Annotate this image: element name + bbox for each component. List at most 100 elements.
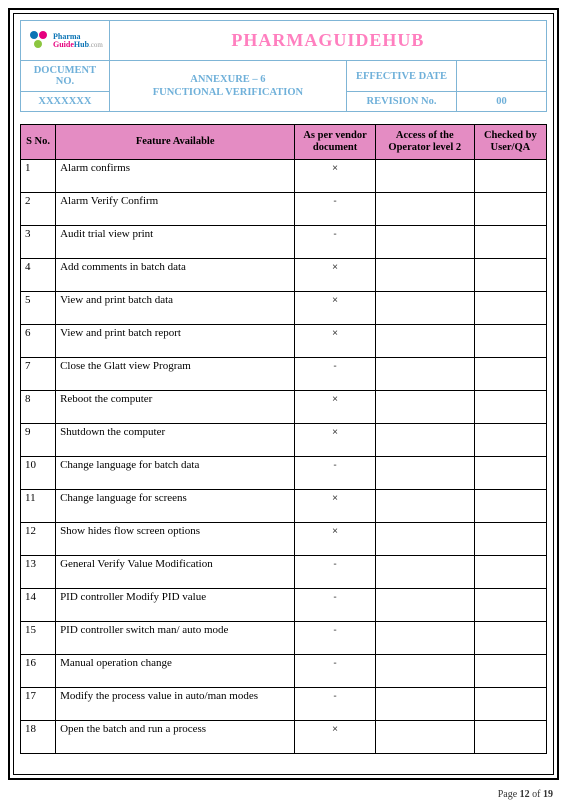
cell-vendor: - [295,655,375,688]
cell-operator [375,259,474,292]
cell-vendor: - [295,589,375,622]
cell-feature: PID controller switch man/ auto mode [56,622,295,655]
cell-operator [375,523,474,556]
cell-feature: View and print batch data [56,292,295,325]
page-footer: Page 12 of 19 [498,789,553,800]
cell-feature: Add comments in batch data [56,259,295,292]
logo-text: Pharma GuideHub.com [53,33,103,49]
cell-qa [474,721,546,754]
table-row: 6View and print batch report× [21,325,547,358]
cell-operator [375,622,474,655]
cell-operator [375,160,474,193]
brand-title-cell: PHARMAGUIDEHUB [109,21,546,61]
cell-operator [375,688,474,721]
feature-table-header-row: S No. Feature Available As per vendor do… [21,125,547,160]
cell-operator [375,721,474,754]
cell-qa [474,655,546,688]
table-row: 3Audit trial view print- [21,226,547,259]
cell-vendor: - [295,688,375,721]
cell-operator [375,490,474,523]
cell-qa [474,556,546,589]
table-row: 11Change language for screens× [21,490,547,523]
cell-qa [474,523,546,556]
cell-sno: 18 [21,721,56,754]
cell-operator [375,325,474,358]
cell-sno: 5 [21,292,56,325]
cell-qa [474,589,546,622]
cell-qa [474,325,546,358]
cell-feature: Shutdown the computer [56,424,295,457]
table-row: 8Reboot the computer× [21,391,547,424]
cell-sno: 9 [21,424,56,457]
cell-sno: 4 [21,259,56,292]
cell-sno: 3 [21,226,56,259]
cell-vendor: × [295,259,375,292]
cell-feature: Manual operation change [56,655,295,688]
cell-feature: General Verify Value Modification [56,556,295,589]
cell-feature: PID controller Modify PID value [56,589,295,622]
cell-qa [474,292,546,325]
cell-operator [375,457,474,490]
table-row: 2Alarm Verify Confirm- [21,193,547,226]
cell-vendor: × [295,721,375,754]
cell-vendor: - [295,226,375,259]
cell-vendor: - [295,193,375,226]
annexure-cell: ANNEXURE – 6 FUNCTIONAL VERIFICATION [109,61,346,112]
cell-operator [375,391,474,424]
doc-no-value: XXXXXXX [21,92,110,112]
table-row: 17Modify the process value in auto/man m… [21,688,547,721]
cell-qa [474,193,546,226]
cell-feature: Modify the process value in auto/man mod… [56,688,295,721]
table-row: 12Show hides flow screen options× [21,523,547,556]
table-row: 18Open the batch and run a process× [21,721,547,754]
revision-no-value: 00 [457,92,547,112]
cell-qa [474,457,546,490]
cell-sno: 10 [21,457,56,490]
cell-sno: 7 [21,358,56,391]
feature-table: S No. Feature Available As per vendor do… [20,124,547,754]
annexure-line2: FUNCTIONAL VERIFICATION [116,86,340,99]
cell-operator [375,193,474,226]
cell-sno: 6 [21,325,56,358]
cell-sno: 11 [21,490,56,523]
cell-feature: Close the Glatt view Program [56,358,295,391]
logo-dots-icon [27,30,49,52]
cell-vendor: - [295,457,375,490]
annexure-line1: ANNEXURE – 6 [116,73,340,86]
cell-sno: 1 [21,160,56,193]
footer-page: 12 [520,789,530,800]
cell-operator [375,556,474,589]
cell-vendor: × [295,292,375,325]
cell-sno: 14 [21,589,56,622]
cell-qa [474,226,546,259]
effective-date-label: EFFECTIVE DATE [347,61,457,92]
cell-sno: 2 [21,193,56,226]
cell-feature: Alarm confirms [56,160,295,193]
cell-vendor: - [295,358,375,391]
cell-qa [474,622,546,655]
cell-qa [474,160,546,193]
cell-feature: Show hides flow screen options [56,523,295,556]
cell-qa [474,358,546,391]
logo-cell: Pharma GuideHub.com [21,21,110,61]
footer-prefix: Page [498,789,520,800]
col-header-operator: Access of the Operator level 2 [375,125,474,160]
col-header-vendor: As per vendor document [295,125,375,160]
logo-line2a: Guide [53,40,74,49]
table-row: 5View and print batch data× [21,292,547,325]
cell-feature: Change language for screens [56,490,295,523]
effective-date-value [457,61,547,92]
table-row: 13General Verify Value Modification- [21,556,547,589]
page-outer-border: Pharma GuideHub.com PHARMAGUIDEHUB DOCUM… [8,8,559,780]
cell-feature: Audit trial view print [56,226,295,259]
cell-vendor: × [295,490,375,523]
cell-operator [375,226,474,259]
table-row: 15PID controller switch man/ auto mode- [21,622,547,655]
cell-qa [474,259,546,292]
cell-qa [474,490,546,523]
logo-suffix: .com [89,41,103,49]
cell-vendor: × [295,160,375,193]
brand-title: PHARMAGUIDEHUB [231,30,424,50]
cell-feature: Alarm Verify Confirm [56,193,295,226]
cell-vendor: × [295,424,375,457]
